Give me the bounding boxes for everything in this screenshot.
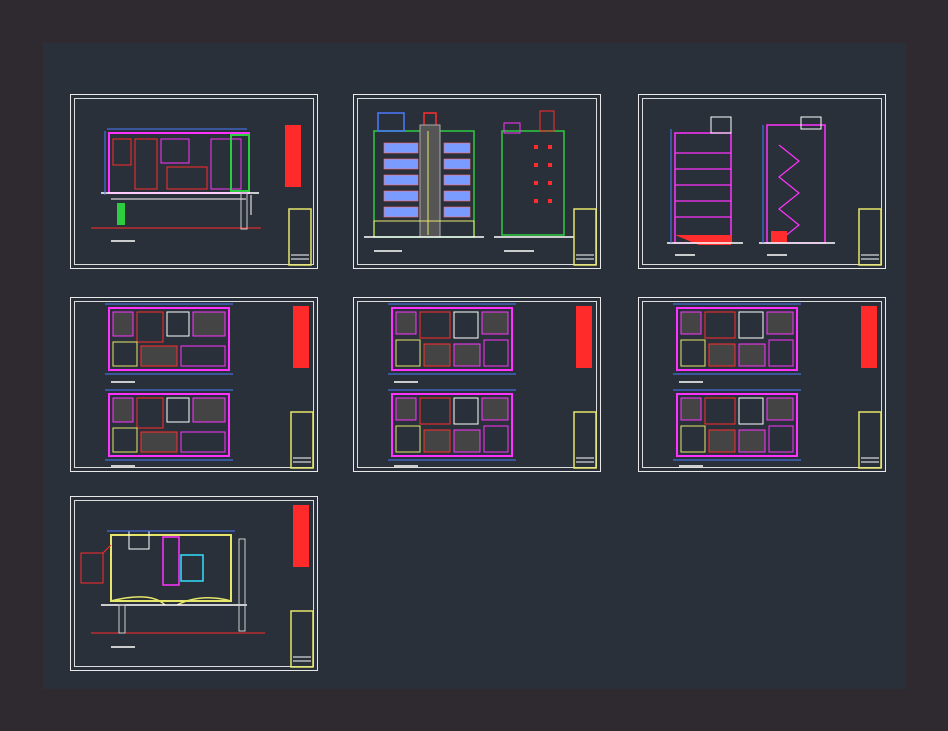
sheet-inner-frame [74, 98, 314, 265]
drawing-canvas[interactable] [43, 43, 906, 689]
sheet-floor-plans-3[interactable] [638, 297, 886, 472]
sheet-elevations[interactable] [353, 94, 601, 269]
sections-drawing [667, 116, 882, 266]
roof-plan-drawing [80, 505, 314, 668]
sheet-inner-frame [74, 500, 314, 667]
sheet-inner-frame [74, 301, 314, 468]
sheet-inner-frame [642, 98, 882, 265]
sheet-inner-frame [357, 98, 597, 265]
sheet-site-plan[interactable] [70, 94, 318, 269]
elevations-drawing [364, 110, 597, 266]
sheet-floor-plans-1[interactable] [70, 297, 318, 472]
floor-plans-drawing [105, 303, 314, 469]
sheet-roof-plan[interactable] [70, 496, 318, 671]
sheet-sections[interactable] [638, 94, 886, 269]
sheet-inner-frame [357, 301, 597, 468]
floor-plans-drawing [673, 303, 882, 469]
sheet-floor-plans-2[interactable] [353, 297, 601, 472]
site-plan-drawing [91, 125, 312, 266]
sheet-inner-frame [642, 301, 882, 468]
floor-plans-drawing [388, 303, 597, 469]
